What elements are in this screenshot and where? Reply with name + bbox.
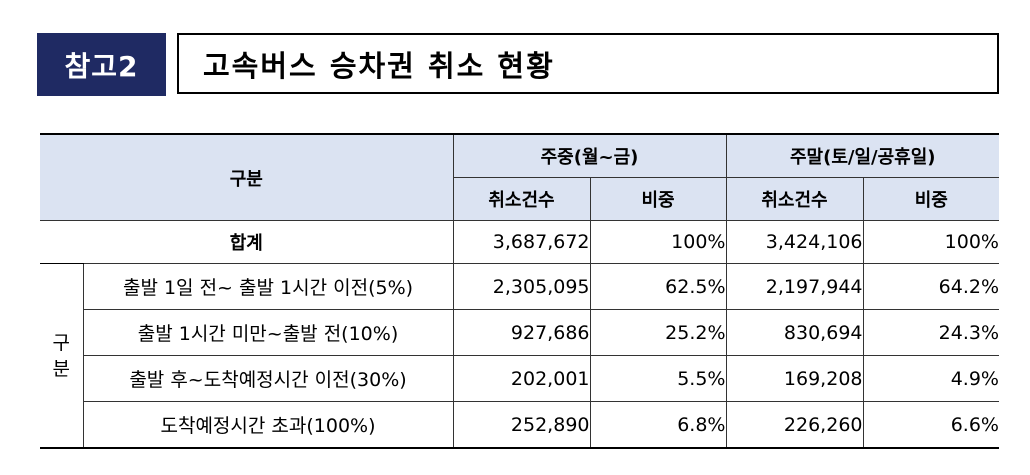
row-label: 도착예정시간 초과(100%) bbox=[82, 401, 453, 449]
weekend-ratio: 6.6% bbox=[862, 401, 999, 449]
weekday-count: 927,686 bbox=[452, 309, 590, 356]
category-header: 구분 bbox=[40, 134, 453, 221]
weekday-count: 2,305,095 bbox=[452, 263, 590, 310]
weekend-header: 주말(토/일/공휴일) bbox=[725, 134, 999, 178]
weekday-count: 252,890 bbox=[452, 401, 590, 449]
total-weekday-count: 3,687,672 bbox=[452, 220, 590, 264]
row-label: 출발 1일 전~ 출발 1시간 이전(5%) bbox=[82, 263, 453, 310]
table-row: 출발 후~도착예정시간 이전(30%) 202,001 5.5% 169,208… bbox=[40, 355, 999, 402]
cancellation-table: 구분 주중(월~금) 주말(토/일/공휴일) 취소건수 비중 취소건수 비중 합… bbox=[40, 133, 999, 449]
total-weekday-ratio: 100% bbox=[589, 220, 726, 264]
weekend-count: 169,208 bbox=[725, 355, 863, 402]
weekend-ratio: 24.3% bbox=[862, 309, 999, 356]
weekday-count-header: 취소건수 bbox=[452, 177, 590, 221]
weekday-ratio: 5.5% bbox=[589, 355, 726, 402]
weekday-ratio-header: 비중 bbox=[589, 177, 726, 221]
table-row: 도착예정시간 초과(100%) 252,890 6.8% 226,260 6.6… bbox=[40, 401, 999, 449]
weekday-header: 주중(월~금) bbox=[452, 134, 726, 178]
total-row: 합계 3,687,672 100% 3,424,106 100% bbox=[40, 220, 999, 264]
weekend-ratio: 4.9% bbox=[862, 355, 999, 402]
row-label: 출발 1시간 미만~출발 전(10%) bbox=[82, 309, 453, 356]
weekend-ratio-header: 비중 bbox=[862, 177, 999, 221]
weekday-ratio: 25.2% bbox=[589, 309, 726, 356]
weekend-count: 226,260 bbox=[725, 401, 863, 449]
header-row-1: 구분 주중(월~금) 주말(토/일/공휴일) bbox=[40, 134, 999, 221]
header-row-2: 취소건수 비중 취소건수 비중 bbox=[40, 177, 999, 221]
total-weekend-count: 3,424,106 bbox=[725, 220, 863, 264]
weekend-count: 830,694 bbox=[725, 309, 863, 356]
total-label: 합계 bbox=[40, 220, 453, 264]
reference-badge: 참고2 bbox=[37, 33, 166, 96]
row-group-label-char-2: 분 bbox=[52, 357, 70, 380]
row-label: 출발 후~도착예정시간 이전(30%) bbox=[82, 355, 453, 402]
table-row: 출발 1시간 미만~출발 전(10%) 927,686 25.2% 830,69… bbox=[40, 309, 999, 356]
total-weekend-ratio: 100% bbox=[862, 220, 999, 264]
weekday-ratio: 6.8% bbox=[589, 401, 726, 449]
weekend-ratio: 64.2% bbox=[862, 263, 999, 310]
weekday-count: 202,001 bbox=[452, 355, 590, 402]
page-title: 고속버스 승차권 취소 현황 bbox=[177, 33, 999, 94]
weekend-count-header: 취소건수 bbox=[725, 177, 863, 221]
weekend-count: 2,197,944 bbox=[725, 263, 863, 310]
row-group-label-char-1: 구 bbox=[52, 331, 70, 354]
weekday-ratio: 62.5% bbox=[589, 263, 726, 310]
